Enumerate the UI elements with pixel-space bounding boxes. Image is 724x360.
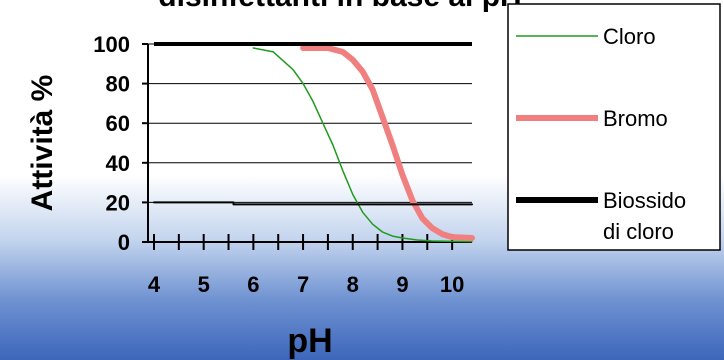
- legend-box: [507, 3, 721, 251]
- series-layer: [153, 42, 475, 243]
- y-tick-label-100: 100: [93, 32, 130, 57]
- x-tick-label-9: 9: [396, 272, 408, 297]
- x-tick-label-8: 8: [347, 272, 359, 297]
- x-tick-label-10: 10: [440, 272, 464, 297]
- y-tick-label-0: 0: [118, 230, 130, 255]
- y-axis-label: Attività %: [26, 75, 59, 212]
- y-tick-label-20: 20: [106, 190, 130, 215]
- chart-title: disinfettanti in base al pH: [158, 0, 521, 13]
- y-tick-label-80: 80: [106, 72, 130, 97]
- x-tick-label-5: 5: [198, 272, 210, 297]
- x-tick-label-7: 7: [297, 272, 309, 297]
- gridlines: [148, 43, 472, 203]
- x-tick-labels: 4 5 6 7 8 9 10: [148, 272, 464, 297]
- legend-label-biossido-di-cloro-0: Biossido: [603, 188, 686, 213]
- legend-label-bromo: Bromo: [603, 106, 668, 131]
- series-line-biossido-di-cloro: [153, 201, 473, 206]
- y-tick-label-60: 60: [106, 111, 130, 136]
- legend: Cloro Bromo Biossido di cloro: [507, 3, 721, 251]
- x-tick-label-4: 4: [148, 272, 161, 297]
- y-tick-marks: [142, 43, 148, 243]
- legend-label-cloro: Cloro: [603, 24, 656, 49]
- x-tick-label-6: 6: [247, 272, 259, 297]
- x-tick-marks: [153, 234, 454, 250]
- y-tick-label-40: 40: [106, 151, 130, 176]
- series-line-bromo: [300, 45, 475, 241]
- y-tick-labels: 0 20 40 60 80 100: [93, 32, 130, 255]
- legend-label-biossido-di-cloro-1: di cloro: [603, 219, 674, 244]
- x-axis-label: pH: [287, 322, 332, 360]
